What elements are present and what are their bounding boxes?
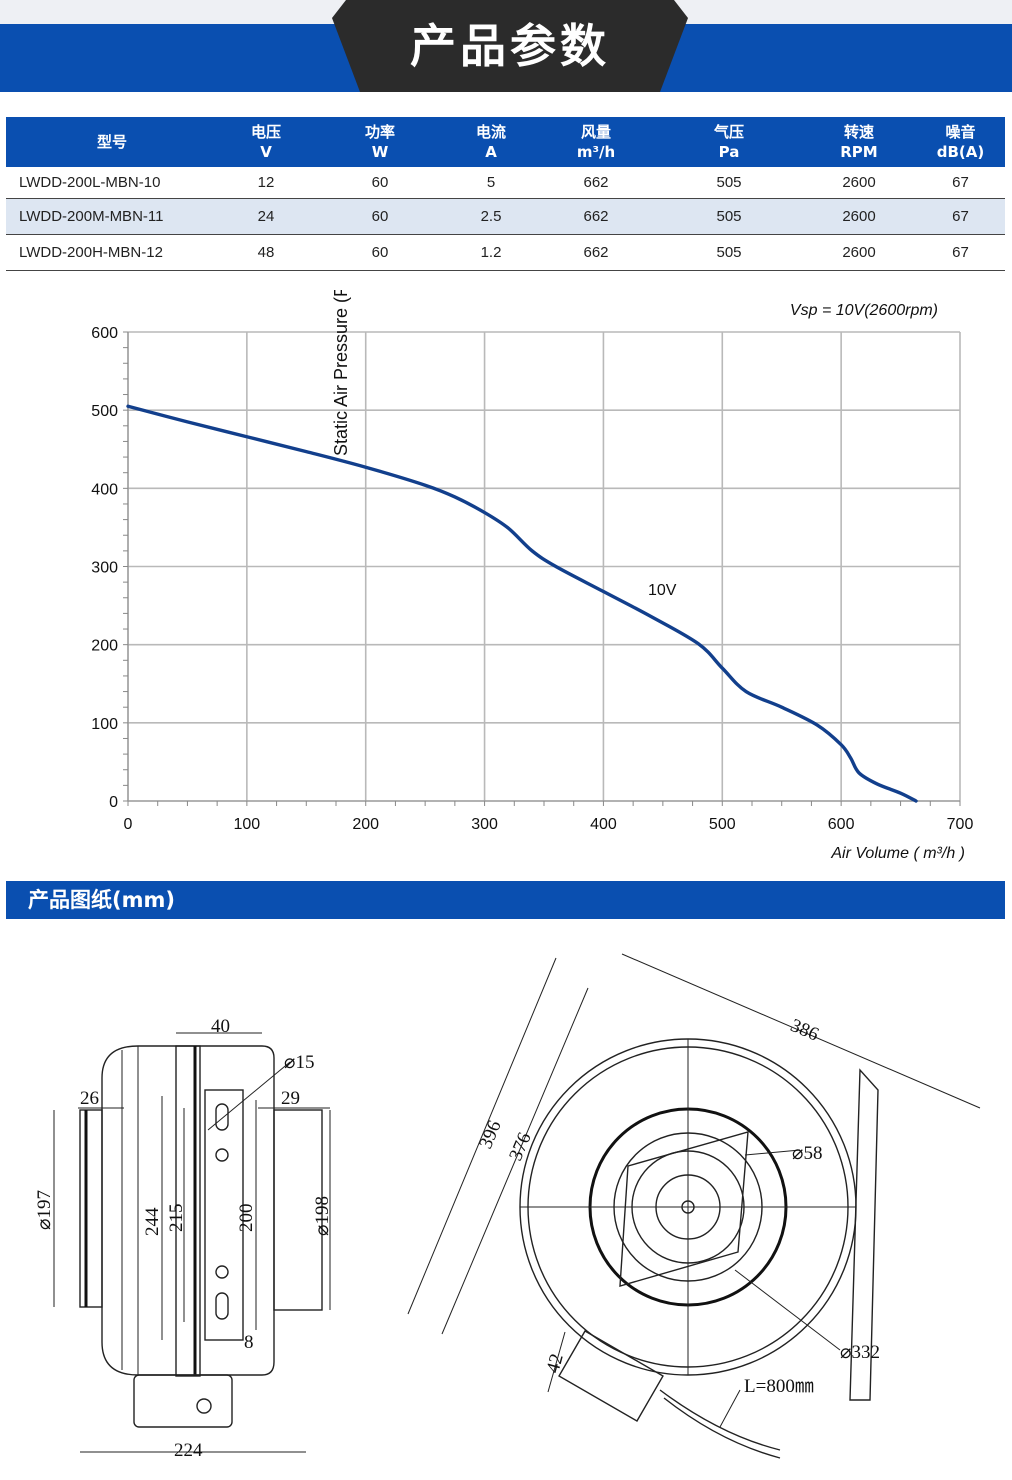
x-tick-label: 600 [828, 816, 855, 833]
cell-speed: 2600 [802, 234, 916, 271]
cell-model: LWDD-200H-MBN-12 [6, 234, 218, 271]
spec-table: 型号 电压 V 功率 W 电流 A 风量 m³/h 气压 Pa 转速 RPM 噪音 dB(A)… [6, 117, 1005, 271]
cell-airflow: 662 [536, 198, 656, 235]
cell-speed: 2600 [802, 167, 916, 199]
dim-front-386: 386 [787, 1015, 821, 1045]
drawing-section-bar [6, 881, 1005, 919]
table-row: LWDD-200H-MBN-12 48 60 1.2 662 505 2600 … [6, 234, 1005, 271]
cell-current: 5 [446, 167, 536, 199]
col-header-power: 功率 W [314, 117, 446, 167]
table-row: LWDD-200M-MBN-11 24 60 2.5 662 505 2600 … [6, 198, 1005, 235]
dim-side-dia197: ⌀197 [34, 1190, 55, 1230]
dim-front-dia332: ⌀332 [840, 1342, 880, 1363]
series-line-10v [126, 404, 918, 803]
x-tick-label: 300 [471, 816, 498, 833]
x-tick-label: 500 [709, 816, 736, 833]
y-axis-label: Static Air Pressure (Pa) [331, 290, 351, 456]
cell-voltage: 24 [218, 198, 314, 235]
drawing-section-title: 产品图纸(mm) [28, 888, 175, 912]
page-title: 产品参数 [410, 19, 610, 73]
cell-power: 60 [314, 198, 446, 235]
dim-side-200: 200 [236, 1204, 257, 1233]
dim-front-376: 376 [505, 1130, 535, 1164]
x-axis-label: Air Volume ( m³/h ) [830, 845, 965, 862]
performance-chart: 0 100 200 300 400 500 600 700 0 100 200 300 400 500 60… [91, 290, 974, 862]
side-view-drawing: 40 26 29 ⌀15 ⌀197 244 215 200 ⌀198 8 224 [34, 1016, 333, 1461]
dim-side-29: 29 [281, 1088, 300, 1109]
series-label-10v: 10V [648, 582, 677, 599]
y-tick-label: 200 [91, 638, 118, 655]
dim-side-224: 224 [174, 1440, 203, 1461]
dim-side-dia15: ⌀15 [284, 1052, 314, 1073]
cell-power: 60 [314, 234, 446, 271]
cell-model: LWDD-200L-MBN-10 [6, 167, 218, 199]
col-header-airflow: 风量 m³/h [536, 117, 656, 167]
x-tick-label: 400 [590, 816, 617, 833]
col-header-pressure: 气压 Pa [656, 117, 802, 167]
x-tick-label: 0 [124, 816, 133, 833]
dim-side-8: 8 [244, 1332, 254, 1353]
cell-airflow: 662 [536, 234, 656, 271]
x-tick-label: 100 [234, 816, 261, 833]
col-header-speed: 转速 RPM [802, 117, 916, 167]
dim-side-dia198: ⌀198 [312, 1196, 333, 1236]
dim-front-cable-length: L=800㎜ [744, 1376, 814, 1397]
cell-voltage: 12 [218, 167, 314, 199]
dim-side-244: 244 [142, 1207, 163, 1236]
cell-noise: 67 [916, 167, 1005, 199]
dim-side-215: 215 [166, 1204, 187, 1233]
table-row: LWDD-200L-MBN-10 12 60 5 662 505 2600 67 [6, 167, 1005, 199]
cell-current: 2.5 [446, 198, 536, 235]
y-tick-label: 0 [109, 794, 118, 811]
cell-model: LWDD-200M-MBN-11 [6, 198, 218, 235]
col-header-noise: 噪音 dB(A) [916, 117, 1005, 167]
cell-current: 1.2 [446, 234, 536, 271]
col-header-current: 电流 A [446, 117, 536, 167]
col-header-model: 型号 [6, 117, 218, 167]
cell-speed: 2600 [802, 198, 916, 235]
y-tick-label: 100 [91, 716, 118, 733]
cell-noise: 67 [916, 198, 1005, 235]
x-tick-label: 200 [352, 816, 379, 833]
dim-front-dia58: ⌀58 [792, 1143, 822, 1164]
cell-power: 60 [314, 167, 446, 199]
y-tick-label: 300 [91, 560, 118, 577]
dim-front-42: 42 [543, 1352, 568, 1376]
chart-annotation: Vsp = 10V(2600rpm) [790, 302, 938, 319]
product-drawing: 40 26 29 ⌀15 ⌀197 244 215 200 ⌀198 8 224 [34, 953, 981, 1461]
front-view-drawing: 386 396 376 ⌀58 ⌀332 42 L=800㎜ [407, 953, 981, 1459]
dim-side-40: 40 [211, 1016, 230, 1037]
col-header-voltage: 电压 V [218, 117, 314, 167]
y-tick-label: 600 [91, 325, 118, 342]
cell-airflow: 662 [536, 167, 656, 199]
dim-side-26: 26 [80, 1088, 99, 1109]
y-tick-label: 500 [91, 403, 118, 420]
spec-table-header: 型号 电压 V 功率 W 电流 A 风量 m³/h 气压 Pa 转速 RPM 噪音 dB(A) [6, 117, 1005, 167]
cell-noise: 67 [916, 234, 1005, 271]
cell-pressure: 505 [656, 234, 802, 271]
x-tick-label: 700 [947, 816, 974, 833]
cell-pressure: 505 [656, 198, 802, 235]
title-tab [332, 0, 688, 92]
cell-voltage: 48 [218, 234, 314, 271]
dim-front-396: 396 [475, 1118, 505, 1152]
cell-pressure: 505 [656, 167, 802, 199]
y-tick-label: 400 [91, 481, 118, 498]
